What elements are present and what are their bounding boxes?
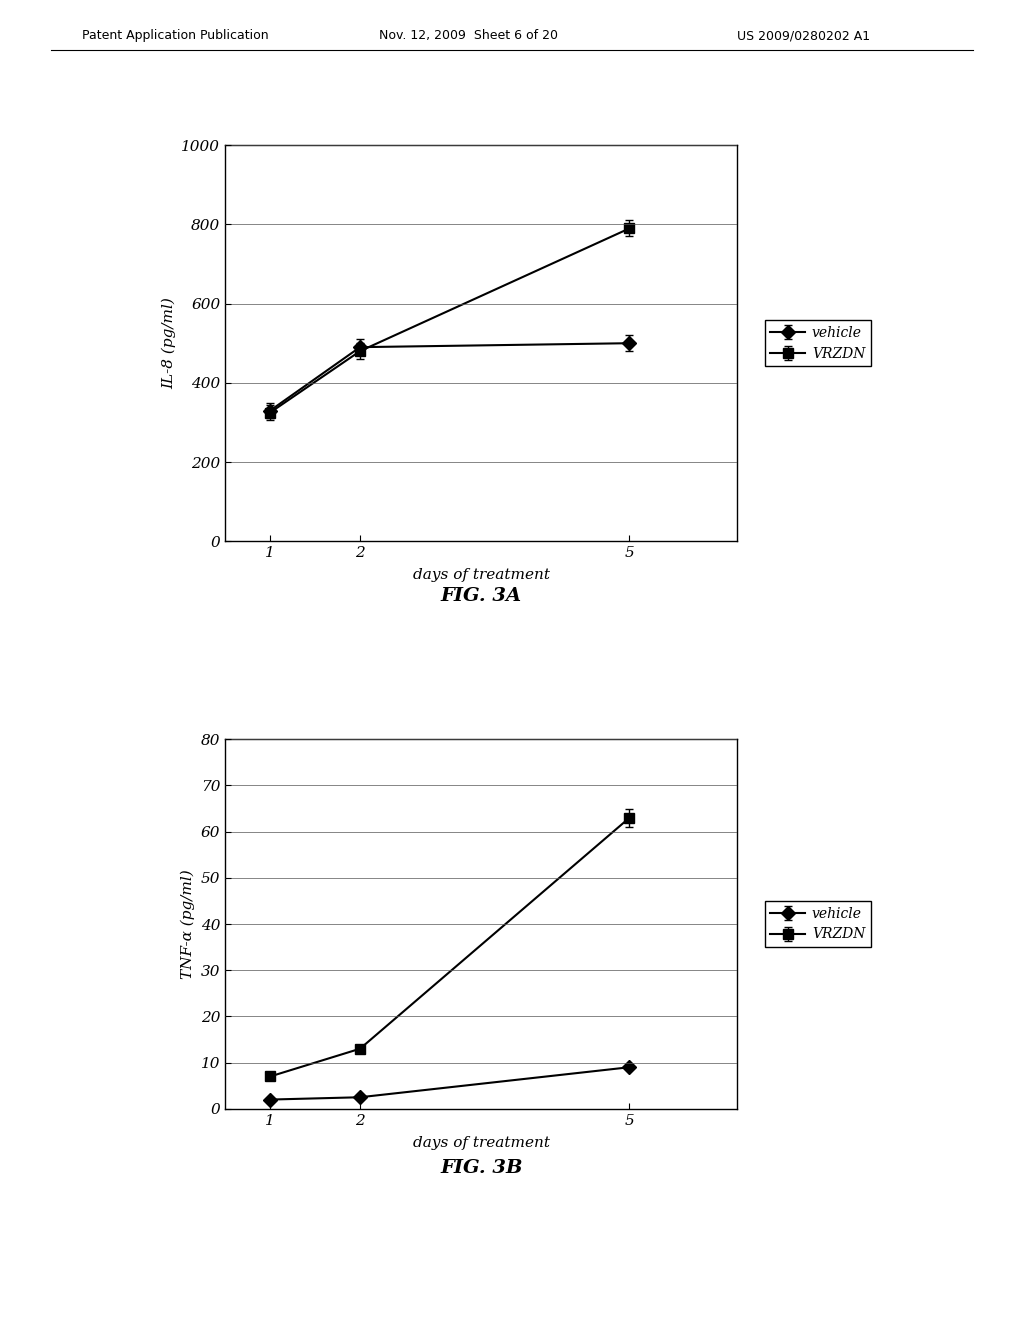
X-axis label: days of treatment: days of treatment [413,569,550,582]
X-axis label: days of treatment: days of treatment [413,1137,550,1150]
Text: Patent Application Publication: Patent Application Publication [82,29,268,42]
Y-axis label: IL-8 (pg/ml): IL-8 (pg/ml) [162,297,176,389]
Text: Nov. 12, 2009  Sheet 6 of 20: Nov. 12, 2009 Sheet 6 of 20 [379,29,558,42]
Text: US 2009/0280202 A1: US 2009/0280202 A1 [737,29,870,42]
Legend: vehicle, VRZDN: vehicle, VRZDN [765,902,870,946]
Legend: vehicle, VRZDN: vehicle, VRZDN [765,321,870,366]
Y-axis label: TNF-α (pg/ml): TNF-α (pg/ml) [181,869,196,979]
Text: FIG. 3B: FIG. 3B [440,1159,522,1177]
Text: FIG. 3A: FIG. 3A [440,587,522,606]
